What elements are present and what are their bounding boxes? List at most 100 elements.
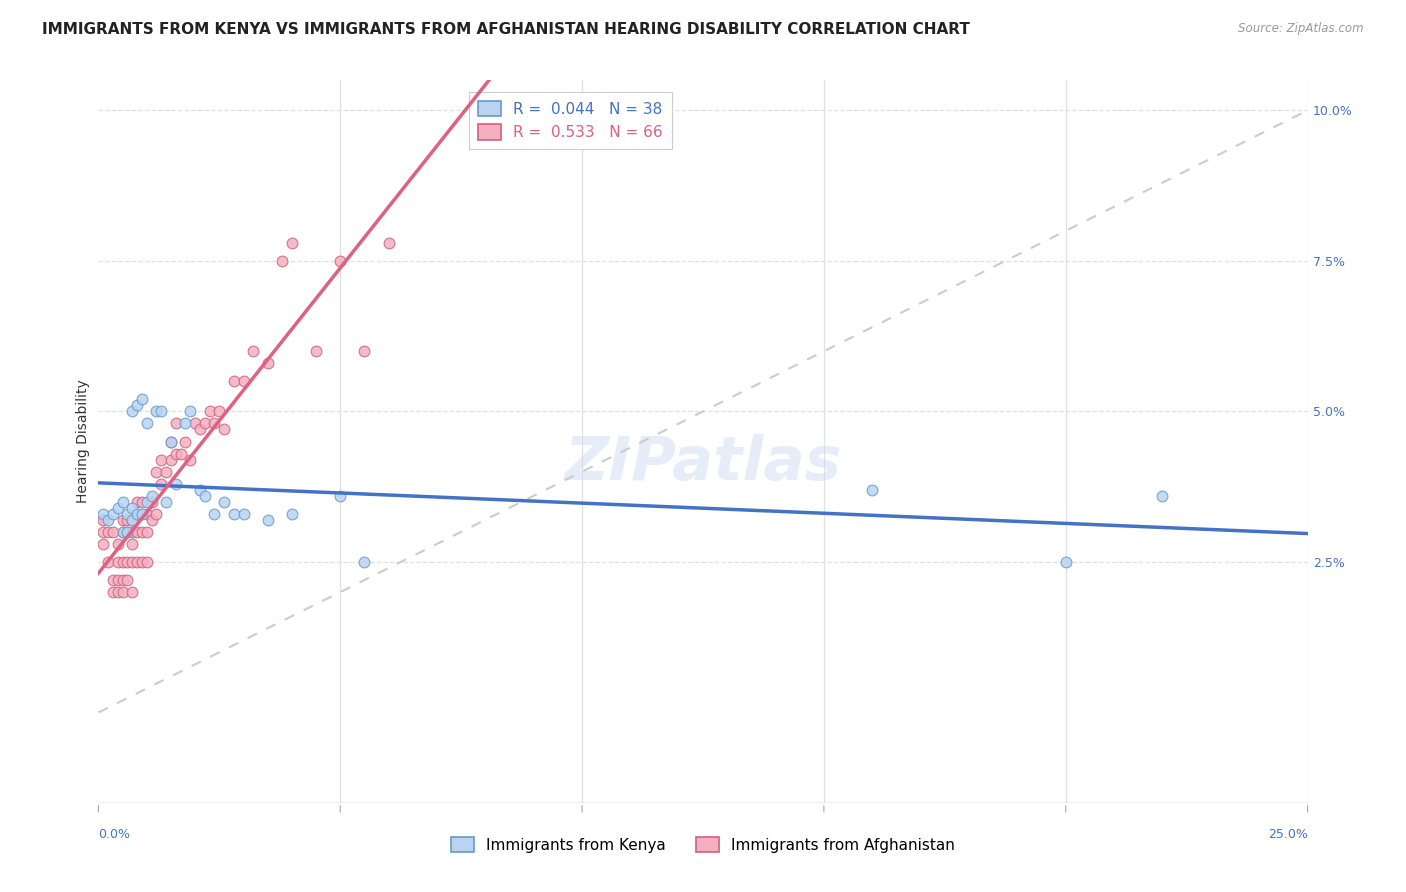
Point bbox=[107, 573, 129, 587]
Point bbox=[127, 507, 149, 521]
Point bbox=[1054, 555, 1077, 569]
Point bbox=[353, 344, 375, 359]
Point bbox=[117, 524, 139, 539]
Point bbox=[135, 555, 157, 569]
Point bbox=[222, 507, 245, 521]
Point bbox=[194, 417, 217, 431]
Point bbox=[111, 585, 134, 599]
Point bbox=[242, 344, 264, 359]
Point bbox=[184, 417, 207, 431]
Point bbox=[165, 476, 187, 491]
Point bbox=[198, 404, 221, 418]
Point bbox=[117, 524, 139, 539]
Point bbox=[305, 344, 328, 359]
Point bbox=[377, 235, 399, 250]
Point bbox=[127, 494, 149, 508]
Point bbox=[135, 494, 157, 508]
Point bbox=[160, 452, 183, 467]
Point bbox=[121, 524, 143, 539]
Point bbox=[194, 489, 217, 503]
Point bbox=[111, 524, 134, 539]
Text: Source: ZipAtlas.com: Source: ZipAtlas.com bbox=[1239, 22, 1364, 36]
Point bbox=[179, 452, 201, 467]
Point bbox=[174, 434, 197, 449]
Point bbox=[111, 555, 134, 569]
Point bbox=[150, 476, 173, 491]
Point bbox=[127, 398, 149, 412]
Point bbox=[111, 513, 134, 527]
Point bbox=[145, 507, 167, 521]
Point bbox=[131, 524, 153, 539]
Point bbox=[222, 375, 245, 389]
Text: 25.0%: 25.0% bbox=[1268, 828, 1308, 841]
Point bbox=[145, 404, 167, 418]
Point bbox=[256, 513, 278, 527]
Point bbox=[121, 404, 143, 418]
Point bbox=[232, 375, 254, 389]
Point bbox=[135, 507, 157, 521]
Point bbox=[188, 483, 211, 497]
Point bbox=[121, 585, 143, 599]
Point bbox=[97, 555, 120, 569]
Point bbox=[145, 465, 167, 479]
Point bbox=[91, 524, 114, 539]
Point bbox=[208, 404, 231, 418]
Point bbox=[101, 507, 124, 521]
Point bbox=[111, 494, 134, 508]
Point bbox=[188, 423, 211, 437]
Point bbox=[101, 524, 124, 539]
Point bbox=[281, 235, 304, 250]
Point bbox=[281, 507, 304, 521]
Point bbox=[256, 356, 278, 370]
Point bbox=[1152, 489, 1174, 503]
Point bbox=[111, 573, 134, 587]
Point bbox=[141, 513, 163, 527]
Point bbox=[174, 417, 197, 431]
Point bbox=[160, 434, 183, 449]
Point bbox=[101, 573, 124, 587]
Point bbox=[127, 524, 149, 539]
Point bbox=[131, 555, 153, 569]
Point bbox=[204, 507, 226, 521]
Point bbox=[101, 585, 124, 599]
Point bbox=[117, 555, 139, 569]
Point bbox=[329, 489, 352, 503]
Point bbox=[860, 483, 883, 497]
Point bbox=[160, 434, 183, 449]
Point bbox=[131, 494, 153, 508]
Point bbox=[131, 392, 153, 407]
Point bbox=[212, 423, 235, 437]
Text: ZIPatlas: ZIPatlas bbox=[564, 434, 842, 492]
Point bbox=[97, 513, 120, 527]
Text: 0.0%: 0.0% bbox=[98, 828, 131, 841]
Point bbox=[121, 537, 143, 551]
Point bbox=[117, 513, 139, 527]
Point bbox=[121, 513, 143, 527]
Point bbox=[165, 417, 187, 431]
Point bbox=[329, 253, 352, 268]
Point bbox=[169, 446, 191, 460]
Point bbox=[111, 524, 134, 539]
Point bbox=[107, 537, 129, 551]
Point bbox=[131, 507, 153, 521]
Point bbox=[127, 555, 149, 569]
Point bbox=[91, 513, 114, 527]
Point bbox=[212, 494, 235, 508]
Point bbox=[141, 489, 163, 503]
Point bbox=[121, 500, 143, 515]
Point bbox=[232, 507, 254, 521]
Point bbox=[121, 513, 143, 527]
Point bbox=[204, 417, 226, 431]
Point bbox=[271, 253, 294, 268]
Point bbox=[165, 446, 187, 460]
Point bbox=[97, 524, 120, 539]
Text: IMMIGRANTS FROM KENYA VS IMMIGRANTS FROM AFGHANISTAN HEARING DISABILITY CORRELAT: IMMIGRANTS FROM KENYA VS IMMIGRANTS FROM… bbox=[42, 22, 970, 37]
Point bbox=[135, 417, 157, 431]
Point bbox=[107, 585, 129, 599]
Point bbox=[107, 555, 129, 569]
Point bbox=[107, 500, 129, 515]
Point bbox=[121, 555, 143, 569]
Point bbox=[150, 452, 173, 467]
Point bbox=[155, 465, 177, 479]
Point bbox=[91, 507, 114, 521]
